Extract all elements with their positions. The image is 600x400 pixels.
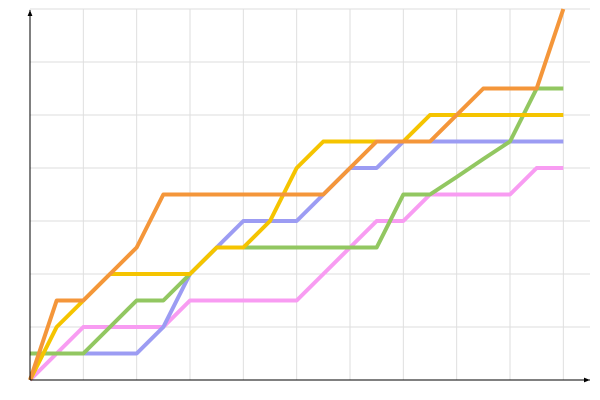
- series-line: [30, 86, 564, 356]
- series-line: [28, 166, 564, 382]
- series-line: [28, 113, 564, 381]
- series-line: [30, 139, 564, 356]
- series-line: [28, 8, 566, 381]
